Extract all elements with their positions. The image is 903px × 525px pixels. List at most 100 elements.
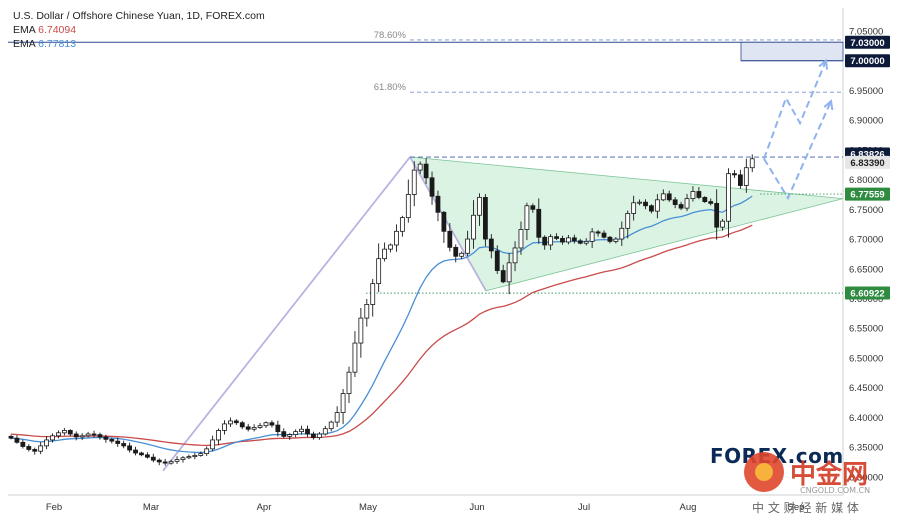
- candle-body: [548, 236, 554, 246]
- ema-slow-legend: EMA 6.77813: [13, 38, 76, 50]
- y-tick-label: 6.50000: [849, 353, 883, 364]
- candle-body: [708, 201, 714, 204]
- candle-body: [471, 214, 476, 240]
- ema-fast-line: [10, 224, 753, 447]
- y-tick-label: 6.80000: [849, 175, 883, 186]
- candle-body: [334, 412, 340, 423]
- fib-level-label: 78.60%: [374, 30, 407, 41]
- price-label-text: 6.83390: [850, 158, 884, 169]
- candle-body: [672, 199, 678, 205]
- candle-body: [506, 262, 512, 283]
- candle-body: [726, 173, 731, 222]
- candle-body: [500, 270, 506, 283]
- price-label-box: [845, 155, 890, 169]
- candle-body: [601, 232, 607, 238]
- y-tick-label: 6.30000: [849, 472, 883, 483]
- candle-body: [287, 434, 293, 437]
- candle-body: [720, 220, 725, 228]
- candle-body: [631, 202, 637, 214]
- candle-body: [465, 238, 471, 254]
- candle-body: [583, 241, 589, 244]
- candle-body: [38, 445, 44, 452]
- candle-body: [340, 393, 346, 414]
- x-tick-label: Feb: [46, 502, 62, 513]
- x-tick-label: Sep: [788, 502, 805, 513]
- y-tick-label: 6.65000: [849, 264, 883, 275]
- candle-body: [684, 198, 690, 209]
- candle-body: [233, 420, 239, 424]
- candle-body: [512, 247, 518, 264]
- y-tick-label: 6.35000: [849, 443, 883, 454]
- candle-body: [109, 438, 115, 442]
- x-tick-label: Aug: [680, 502, 697, 513]
- projection-path-lower: [763, 100, 832, 201]
- candle-body: [311, 433, 316, 438]
- candle-body: [666, 193, 672, 201]
- candle-body: [44, 439, 49, 447]
- candle-body: [482, 197, 488, 240]
- candle-body: [156, 459, 162, 463]
- candle-body: [216, 430, 221, 441]
- cngold-logo-inner: [755, 463, 773, 481]
- candle-body: [660, 193, 666, 201]
- x-tick-label: Apr: [257, 502, 272, 513]
- pullback-leg-line: [409, 156, 487, 292]
- candle-body: [536, 208, 542, 238]
- candle-body: [245, 426, 251, 430]
- candle-body: [20, 441, 26, 447]
- ema-slow-label: EMA: [13, 38, 36, 50]
- candle-body: [613, 238, 619, 242]
- candle-body: [305, 428, 310, 435]
- candle-body: [696, 191, 702, 198]
- ema-fast-value: 6.74094: [38, 24, 77, 36]
- price-label-box: [845, 286, 890, 300]
- y-tick-label: 6.40000: [849, 413, 883, 424]
- candle-body: [560, 238, 565, 243]
- candle-body: [8, 435, 14, 439]
- price-label-text: 6.77559: [850, 190, 884, 201]
- candle-body: [441, 211, 447, 232]
- candle-body: [174, 459, 180, 462]
- candle-body: [127, 445, 132, 451]
- y-tick-label: 6.75000: [849, 205, 883, 216]
- candle-body: [577, 240, 583, 244]
- candle-body: [488, 238, 494, 252]
- candle-body: [162, 461, 168, 464]
- y-tick-label: 6.45000: [849, 383, 883, 394]
- candle-body: [192, 455, 198, 457]
- candle-body: [619, 227, 625, 240]
- candle-body: [346, 371, 352, 394]
- candle-body: [222, 423, 227, 431]
- price-label-text: 7.00000: [850, 56, 884, 67]
- candle-body: [743, 167, 749, 186]
- candle-body: [654, 199, 660, 212]
- price-label-box: [845, 187, 890, 201]
- candle-body: [732, 173, 737, 176]
- price-label-text: 6.83826: [850, 150, 884, 161]
- candle-body: [607, 236, 613, 242]
- price-label-text: 7.03000: [850, 38, 884, 49]
- candle-body: [749, 158, 755, 169]
- candle-body: [542, 236, 548, 246]
- candle-body: [204, 448, 210, 455]
- candle-body: [144, 454, 150, 458]
- ema-slow-value: 6.77813: [38, 38, 77, 50]
- candle-body: [554, 236, 559, 239]
- projection-arrowhead-upper: [818, 58, 829, 70]
- candle-body: [376, 258, 382, 285]
- candle-body: [269, 422, 275, 426]
- candle-body: [358, 317, 364, 344]
- candle-body: [73, 433, 79, 438]
- x-tick-label: May: [359, 502, 377, 513]
- candle-body: [281, 431, 287, 437]
- ema-lines: [10, 195, 753, 454]
- candle-body: [566, 237, 571, 243]
- y-tick-label: 7.05000: [849, 27, 883, 38]
- candle-body: [198, 453, 204, 456]
- candle-body: [61, 430, 67, 434]
- projection-arrows: [763, 58, 834, 201]
- candle-body: [251, 427, 257, 430]
- candle-body: [411, 169, 417, 195]
